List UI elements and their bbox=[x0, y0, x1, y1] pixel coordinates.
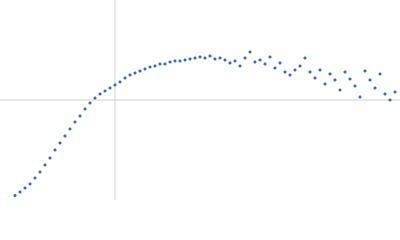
point bbox=[33, 176, 37, 180]
point bbox=[38, 170, 42, 174]
point bbox=[358, 95, 362, 99]
point bbox=[383, 92, 387, 96]
point bbox=[103, 89, 107, 93]
point bbox=[343, 70, 347, 74]
point bbox=[348, 77, 352, 81]
point bbox=[318, 68, 322, 72]
point bbox=[133, 71, 137, 75]
point bbox=[53, 148, 57, 152]
point bbox=[138, 69, 142, 73]
point bbox=[378, 72, 382, 76]
point bbox=[218, 56, 222, 60]
point bbox=[113, 83, 117, 87]
point bbox=[93, 96, 97, 100]
point bbox=[323, 82, 327, 86]
point bbox=[233, 59, 237, 63]
point bbox=[243, 56, 247, 60]
point bbox=[143, 67, 147, 71]
point bbox=[208, 54, 212, 58]
point bbox=[188, 57, 192, 61]
point bbox=[98, 92, 102, 96]
point bbox=[18, 190, 22, 194]
point bbox=[168, 60, 172, 64]
point bbox=[78, 114, 82, 118]
point bbox=[308, 70, 312, 74]
point bbox=[123, 76, 127, 80]
point bbox=[173, 59, 177, 63]
point bbox=[258, 58, 262, 62]
point bbox=[148, 65, 152, 69]
point bbox=[278, 61, 282, 65]
point bbox=[273, 66, 277, 70]
point bbox=[203, 56, 207, 60]
point bbox=[198, 55, 202, 59]
point bbox=[13, 194, 17, 197]
point bbox=[88, 101, 92, 105]
point bbox=[373, 86, 377, 90]
point bbox=[388, 98, 392, 102]
point bbox=[178, 59, 182, 63]
point bbox=[68, 127, 72, 131]
point bbox=[43, 163, 47, 167]
point bbox=[288, 73, 292, 77]
point bbox=[28, 182, 32, 186]
point bbox=[298, 64, 302, 68]
point bbox=[48, 156, 52, 160]
point bbox=[158, 62, 162, 66]
point bbox=[63, 134, 67, 138]
point bbox=[183, 58, 187, 62]
point bbox=[268, 55, 272, 59]
point bbox=[193, 56, 197, 60]
point bbox=[393, 90, 397, 94]
point bbox=[108, 86, 112, 90]
point bbox=[293, 68, 297, 72]
point bbox=[213, 57, 217, 61]
point bbox=[363, 69, 367, 73]
point bbox=[313, 76, 317, 80]
point bbox=[163, 62, 167, 66]
point bbox=[303, 56, 307, 60]
point bbox=[118, 80, 122, 84]
point bbox=[73, 120, 77, 124]
chart bbox=[0, 0, 400, 200]
point bbox=[253, 60, 257, 64]
point bbox=[128, 73, 132, 77]
point bbox=[328, 72, 332, 76]
point bbox=[83, 107, 87, 111]
point bbox=[238, 64, 242, 68]
point bbox=[338, 88, 342, 92]
point bbox=[58, 141, 62, 145]
point bbox=[153, 64, 157, 68]
point bbox=[263, 62, 267, 66]
point bbox=[228, 61, 232, 65]
point bbox=[248, 50, 252, 54]
point bbox=[333, 78, 337, 82]
point bbox=[283, 70, 287, 74]
point bbox=[368, 78, 372, 82]
point bbox=[353, 84, 357, 88]
point bbox=[223, 58, 227, 62]
point bbox=[23, 186, 27, 190]
